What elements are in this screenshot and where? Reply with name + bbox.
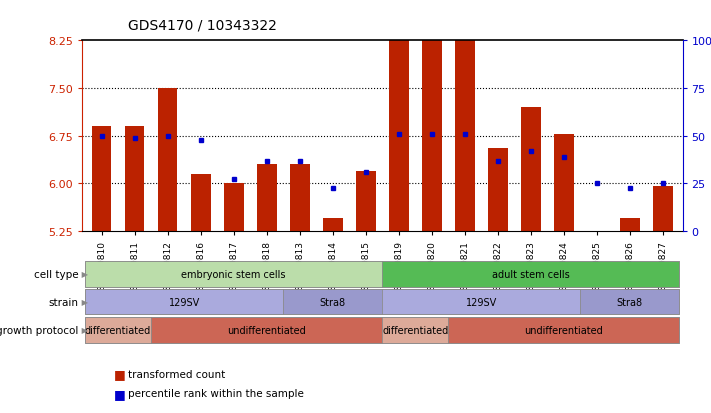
- Text: 129SV: 129SV: [466, 297, 497, 307]
- Bar: [455, 22, 474, 231]
- Text: differentiated: differentiated: [85, 325, 151, 335]
- Text: undifferentiated: undifferentiated: [228, 325, 306, 335]
- Bar: [653, 187, 673, 231]
- Text: differentiated: differentiated: [382, 325, 449, 335]
- Text: undifferentiated: undifferentiated: [524, 325, 603, 335]
- Bar: [290, 165, 309, 231]
- Text: ■: ■: [114, 367, 126, 380]
- Text: ▶: ▶: [79, 270, 88, 279]
- Text: adult stem cells: adult stem cells: [492, 269, 570, 279]
- Bar: [191, 174, 210, 231]
- Text: cell type: cell type: [33, 269, 78, 279]
- Bar: [554, 134, 574, 231]
- Text: ▶: ▶: [79, 297, 88, 306]
- Bar: [356, 171, 375, 231]
- Text: Stra8: Stra8: [616, 297, 643, 307]
- Bar: [389, 22, 409, 231]
- Bar: [620, 218, 640, 231]
- Bar: [422, 16, 442, 231]
- Bar: [257, 165, 277, 231]
- Text: Stra8: Stra8: [319, 297, 346, 307]
- Bar: [323, 218, 343, 231]
- Bar: [92, 127, 112, 231]
- Text: ■: ■: [114, 387, 126, 400]
- Text: 129SV: 129SV: [169, 297, 200, 307]
- Text: percentile rank within the sample: percentile rank within the sample: [128, 388, 304, 398]
- Text: ▶: ▶: [79, 325, 88, 335]
- Text: GDS4170 / 10343322: GDS4170 / 10343322: [128, 19, 277, 33]
- Text: growth protocol: growth protocol: [0, 325, 78, 335]
- Text: transformed count: transformed count: [128, 369, 225, 379]
- Bar: [488, 149, 508, 231]
- Bar: [158, 89, 178, 231]
- Text: strain: strain: [48, 297, 78, 307]
- Bar: [224, 184, 243, 231]
- Bar: [520, 108, 540, 231]
- Text: embryonic stem cells: embryonic stem cells: [181, 269, 286, 279]
- Bar: [124, 127, 144, 231]
